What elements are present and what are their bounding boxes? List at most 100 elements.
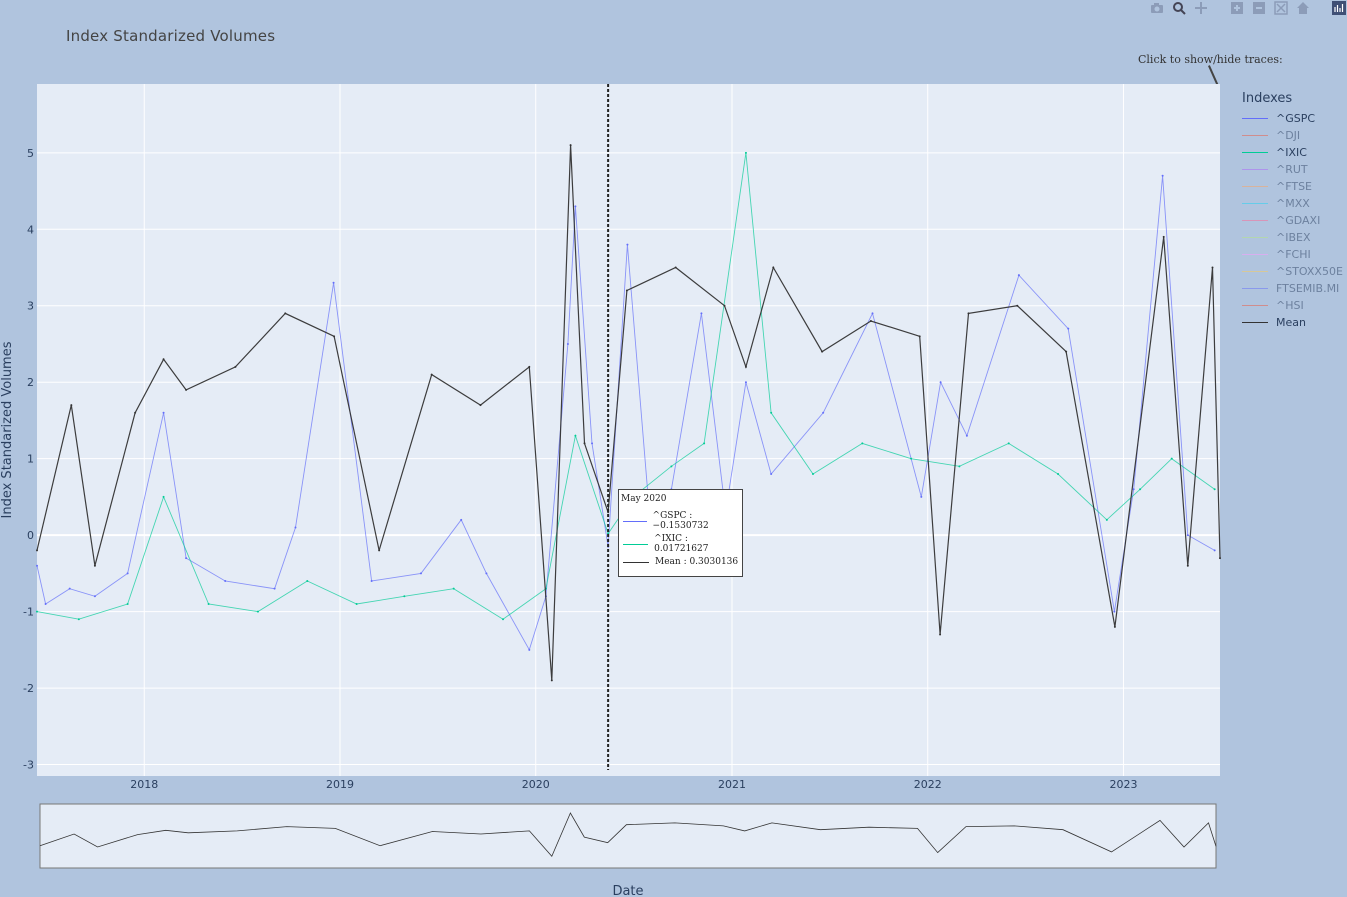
y-axis-title: Index Standarized Volumes xyxy=(0,341,15,518)
hover-swatch xyxy=(623,543,649,545)
data-point xyxy=(939,381,942,384)
data-point xyxy=(1016,304,1019,307)
data-point xyxy=(822,411,825,414)
legend-item-mxx[interactable]: ^MXX xyxy=(1242,195,1343,212)
data-point xyxy=(744,381,747,384)
range-slider[interactable] xyxy=(39,803,1217,869)
y-tick-label: 5 xyxy=(27,147,34,160)
data-point xyxy=(294,526,297,529)
legend-hint: Click to show/hide traces: xyxy=(1138,53,1283,66)
data-point xyxy=(162,411,165,414)
series-line-gspc xyxy=(36,175,1215,651)
data-point xyxy=(770,472,773,475)
data-point xyxy=(861,442,864,445)
legend-swatch xyxy=(1242,203,1268,204)
data-point xyxy=(939,633,942,636)
data-point xyxy=(591,442,594,445)
legend-item-stoxx50e[interactable]: ^STOXX50E xyxy=(1242,263,1343,280)
zoom-out-icon[interactable] xyxy=(1251,0,1267,16)
data-point xyxy=(185,557,188,560)
data-point xyxy=(674,266,677,269)
data-point xyxy=(770,411,773,414)
data-point xyxy=(93,564,96,567)
hover-row-ixic: ^IXIC : 0.01721627 xyxy=(623,534,742,554)
pan-icon[interactable] xyxy=(1193,0,1209,16)
plot-area[interactable] xyxy=(37,84,1220,776)
legend-label: ^IBEX xyxy=(1276,231,1311,244)
legend-item-ftsemibmi[interactable]: FTSEMIB.MI xyxy=(1242,280,1343,297)
camera-icon[interactable] xyxy=(1149,0,1165,16)
series-line-mean xyxy=(36,145,1221,681)
data-point xyxy=(1186,564,1189,567)
hover-row-mean: Mean : 0.3030136 xyxy=(623,557,738,567)
legend-item-fchi[interactable]: ^FCHI xyxy=(1242,246,1343,263)
data-point xyxy=(224,580,227,583)
data-point xyxy=(1139,488,1142,491)
x-tick-label: 2022 xyxy=(914,778,942,791)
data-point xyxy=(126,572,129,575)
legend-item-ftse[interactable]: ^FTSE xyxy=(1242,178,1343,195)
data-point xyxy=(36,549,38,552)
data-point xyxy=(1113,610,1116,613)
data-point xyxy=(332,281,335,284)
legend-label: ^IXIC xyxy=(1276,146,1307,159)
hover-row-text: ^GSPC : −0.1530732 xyxy=(652,511,709,531)
data-point xyxy=(965,434,968,437)
data-point xyxy=(811,472,814,475)
reset-axes-icon[interactable] xyxy=(1295,0,1311,16)
hover-row-text: Mean : 0.3030136 xyxy=(655,557,739,567)
data-point xyxy=(68,587,71,590)
legend-swatch xyxy=(1242,237,1268,238)
zoom-in-icon[interactable] xyxy=(1229,0,1245,16)
legend-label: ^GDAXI xyxy=(1276,214,1321,227)
legend-swatch xyxy=(1242,169,1268,170)
data-point xyxy=(918,335,921,338)
hover-tooltip: May 2020 ^GSPC : −0.1530732 ^IXIC : 0.01… xyxy=(618,489,743,577)
legend-label: FTSEMIB.MI xyxy=(1276,282,1340,295)
legend-item-ibex[interactable]: ^IBEX xyxy=(1242,229,1343,246)
data-point xyxy=(1065,350,1068,353)
data-point xyxy=(744,151,747,154)
zoom-icon[interactable] xyxy=(1171,0,1187,16)
legend-items: ^GSPC ^DJI ^IXIC ^RUT ^FTSE ^MXX ^GDAXI ^IBEX ^F… xyxy=(1242,110,1343,331)
hover-date: May 2020 xyxy=(621,494,667,504)
legend-item-hsi[interactable]: ^HSI xyxy=(1242,297,1343,314)
hover-row-text: ^IXIC : 0.01721627 xyxy=(654,534,709,554)
legend-label: ^RUT xyxy=(1276,163,1308,176)
data-point xyxy=(1057,472,1060,475)
data-point xyxy=(134,411,137,414)
data-point xyxy=(185,388,188,391)
legend-item-gspc[interactable]: ^GSPC xyxy=(1242,110,1343,127)
data-point xyxy=(1211,266,1214,269)
legend-label: Mean xyxy=(1276,316,1306,329)
legend-item-gdaxi[interactable]: ^GDAXI xyxy=(1242,212,1343,229)
x-axis-title: Date xyxy=(612,884,643,897)
data-point xyxy=(273,587,276,590)
legend-item-mean[interactable]: Mean xyxy=(1242,314,1343,331)
legend-swatch xyxy=(1242,322,1268,323)
plotly-logo-icon[interactable] xyxy=(1331,0,1347,16)
data-point xyxy=(1170,457,1173,460)
data-point xyxy=(528,365,531,368)
data-point xyxy=(550,679,553,682)
data-point xyxy=(670,465,673,468)
legend-item-rut[interactable]: ^RUT xyxy=(1242,161,1343,178)
data-point xyxy=(821,350,824,353)
data-point xyxy=(370,580,373,583)
data-point xyxy=(583,442,586,445)
data-point xyxy=(1161,174,1164,177)
legend-item-ixic[interactable]: ^IXIC xyxy=(1242,144,1343,161)
data-point xyxy=(378,549,381,552)
modebar xyxy=(1149,0,1347,16)
hover-swatch xyxy=(623,561,649,563)
data-point xyxy=(1219,557,1221,560)
legend-swatch xyxy=(1242,220,1268,221)
range-slider-trace xyxy=(39,812,1217,858)
autoscale-icon[interactable] xyxy=(1273,0,1289,16)
legend-label: ^STOXX50E xyxy=(1276,265,1343,278)
data-point xyxy=(958,465,961,468)
x-tick-labels: 2018 2019 2020 2021 2022 2023 xyxy=(130,778,1137,791)
data-point xyxy=(162,495,165,498)
legend-item-dji[interactable]: ^DJI xyxy=(1242,127,1343,144)
